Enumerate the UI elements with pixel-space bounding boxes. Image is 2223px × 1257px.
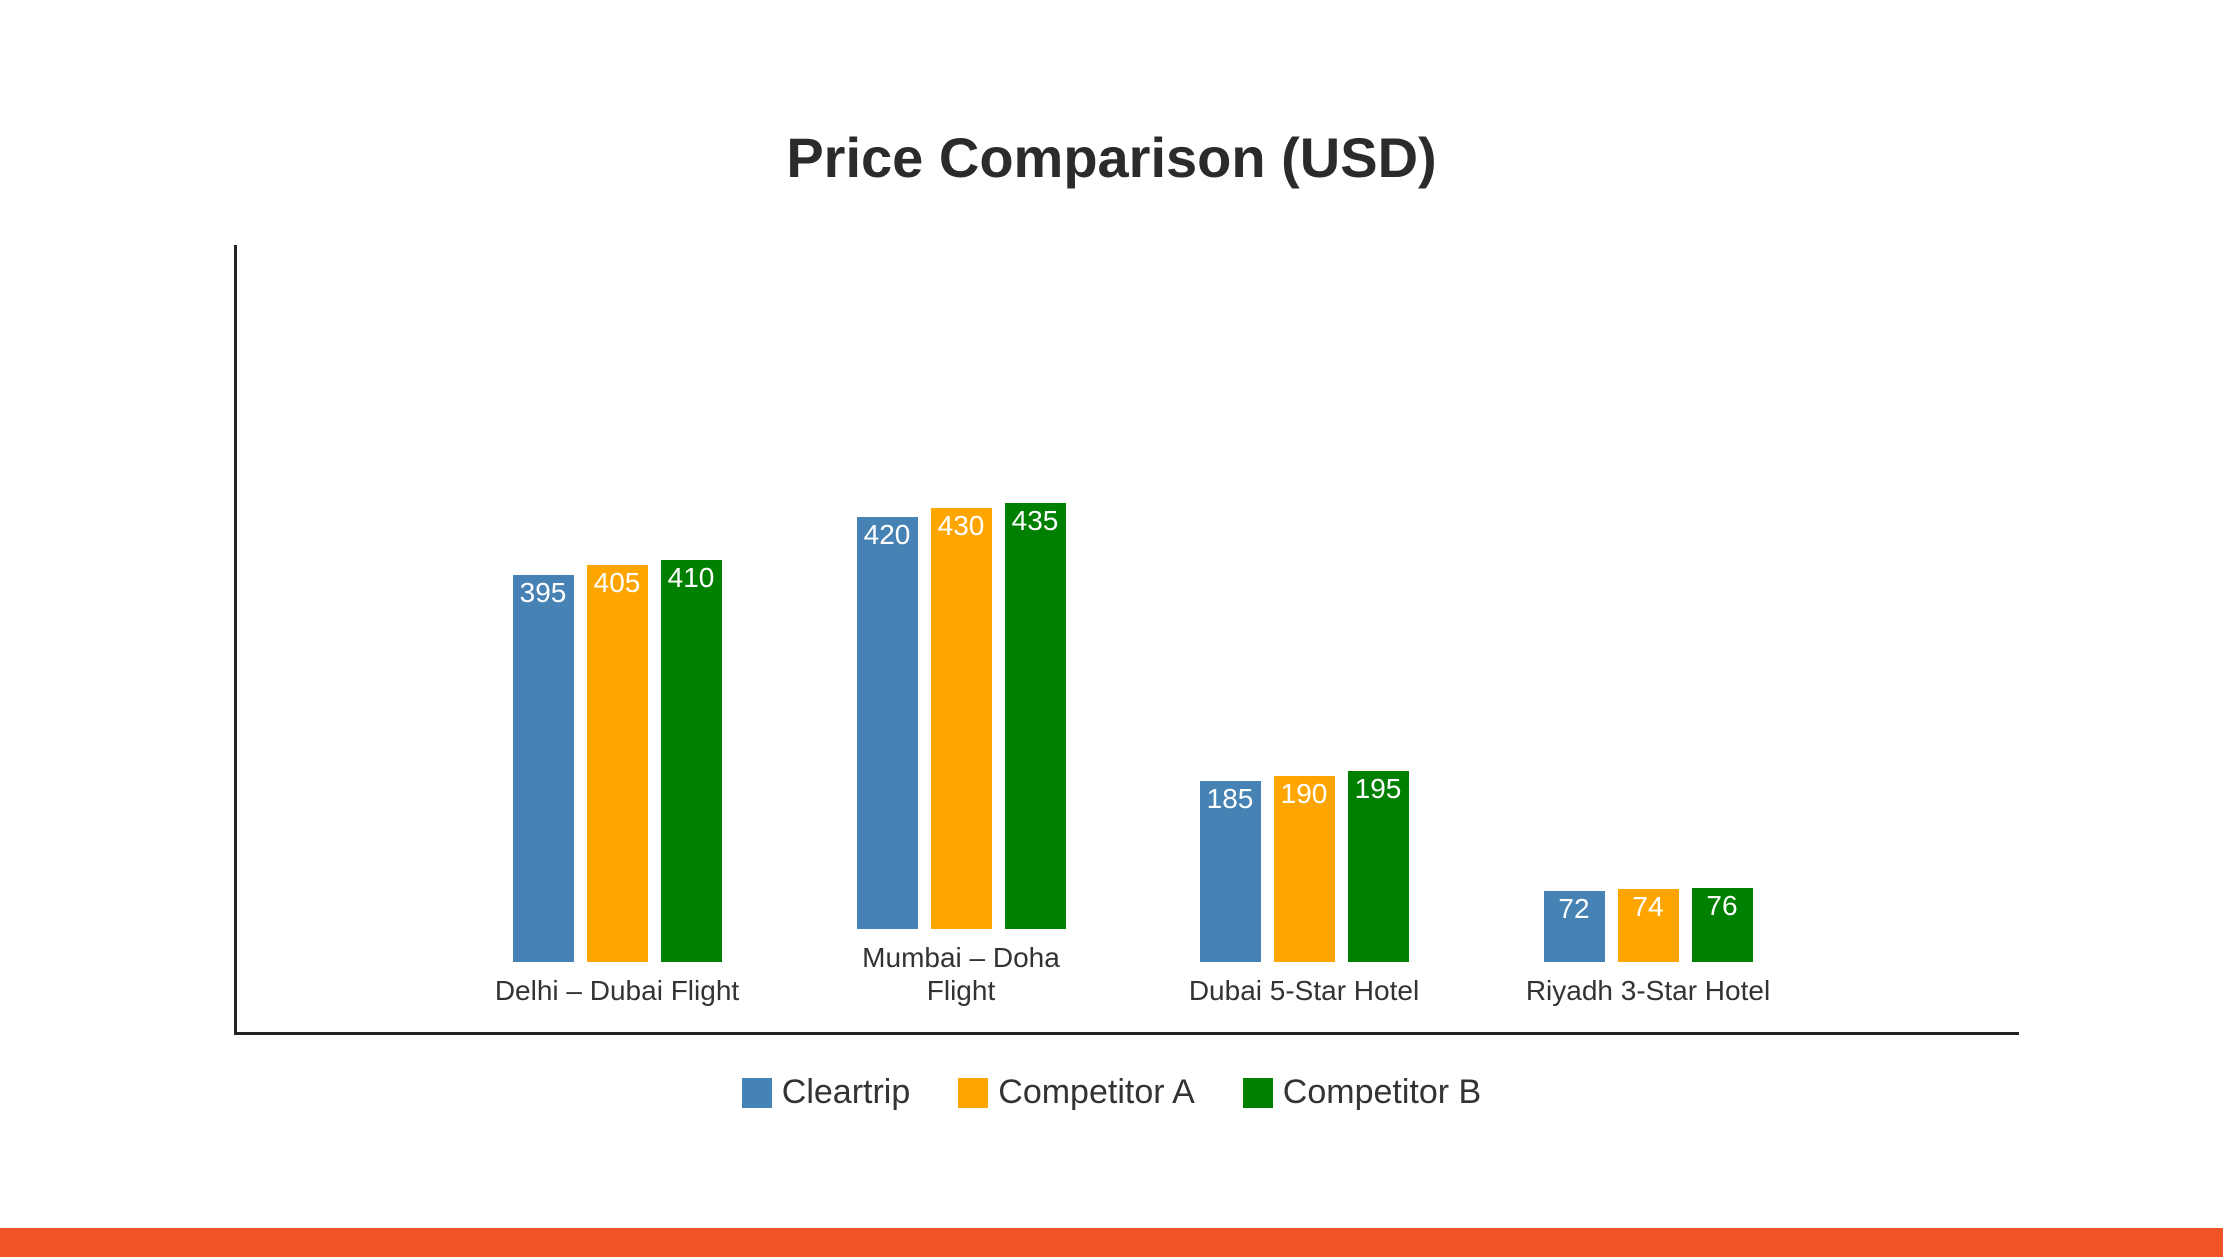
category-group: 185 190 195 Dubai 5-Star Hotel — [1154, 770, 1454, 1007]
bar: 76 — [1691, 887, 1753, 962]
category-label: Dubai 5-Star Hotel — [1188, 975, 1420, 1006]
value-label: 185 — [1206, 782, 1254, 814]
bar-set: 185 190 195 — [1199, 770, 1409, 962]
bar: 195 — [1347, 770, 1409, 962]
value-label: 195 — [1354, 772, 1402, 804]
plot-area: 395 405 410 Delhi – Dubai Flight 420 430 435 Mu… — [234, 245, 2019, 1035]
category-label: Delhi – Dubai Flight — [494, 975, 740, 1006]
legend-item: Competitor A — [958, 1073, 1195, 1112]
bar: 72 — [1543, 891, 1605, 962]
category-group: 395 405 410 Delhi – Dubai Flight — [467, 560, 767, 1007]
value-label: 74 — [1632, 891, 1664, 923]
legend-label: Cleartrip — [781, 1073, 911, 1111]
chart-title: Price Comparison (USD) — [786, 126, 1437, 189]
legend-item: Competitor B — [1242, 1073, 1482, 1112]
category-label: Riyadh 3-Star Hotel — [1525, 975, 1771, 1006]
value-label: 72 — [1558, 893, 1590, 925]
category-group: 420 430 435 Mumbai – Doha Flight — [811, 502, 1111, 1007]
bar-set: 72 74 76 — [1543, 887, 1753, 962]
category-group: 72 74 76 Riyadh 3-Star Hotel — [1498, 887, 1798, 1007]
value-label: 410 — [667, 562, 715, 594]
legend-label: Competitor A — [998, 1073, 1195, 1111]
value-label: 190 — [1280, 777, 1328, 809]
footer-bar — [0, 1228, 2223, 1257]
bar: 395 — [512, 574, 574, 962]
value-label: 420 — [863, 519, 911, 551]
value-label: 405 — [593, 567, 641, 599]
bar: 430 — [930, 507, 992, 929]
bar: 185 — [1199, 780, 1261, 962]
bar: 420 — [856, 517, 918, 929]
legend-swatch — [741, 1077, 772, 1108]
legend: Cleartrip Competitor A Competitor B — [0, 1073, 2223, 1112]
value-label: 430 — [937, 509, 985, 541]
legend-swatch — [958, 1077, 989, 1108]
value-label: 76 — [1706, 889, 1738, 921]
bar-set: 395 405 410 — [512, 560, 722, 962]
bar: 410 — [660, 560, 722, 962]
legend-item: Cleartrip — [741, 1073, 911, 1112]
bar-set: 420 430 435 — [856, 502, 1066, 929]
bar: 74 — [1617, 889, 1679, 962]
legend-label: Competitor B — [1282, 1073, 1482, 1111]
bar: 190 — [1273, 775, 1335, 962]
bar: 435 — [1004, 502, 1066, 929]
category-label: Mumbai – Doha Flight — [862, 942, 1060, 1006]
value-label: 435 — [1011, 504, 1059, 536]
legend-swatch — [1242, 1077, 1273, 1108]
value-label: 395 — [519, 576, 567, 608]
bar: 405 — [586, 565, 648, 962]
